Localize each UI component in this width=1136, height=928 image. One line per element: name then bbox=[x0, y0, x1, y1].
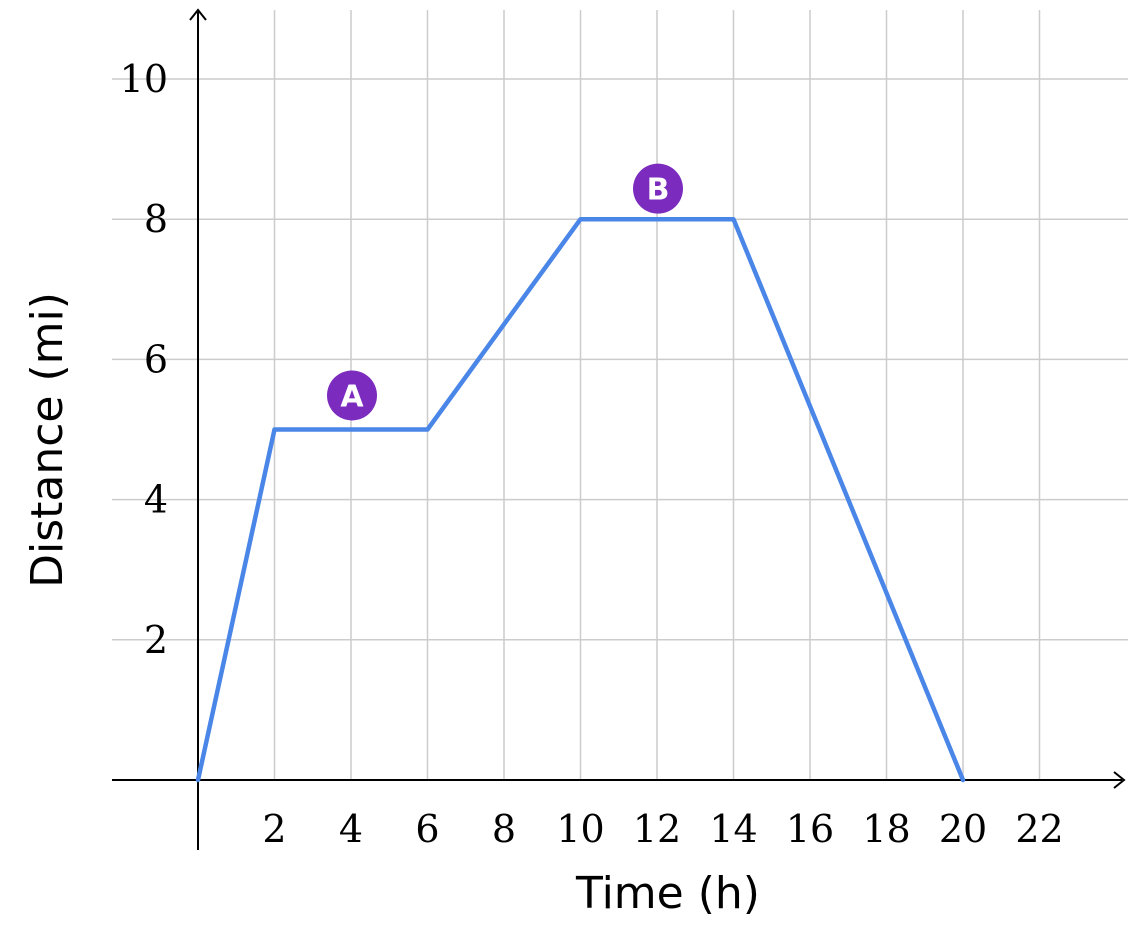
axes bbox=[112, 8, 1126, 850]
y-tick-label-6: 6 bbox=[144, 337, 168, 381]
x-tick-label-16: 16 bbox=[786, 807, 834, 851]
y-tick-label-2: 2 bbox=[144, 618, 168, 662]
x-tick-label-2: 2 bbox=[262, 807, 286, 851]
x-tick-label-6: 6 bbox=[415, 807, 439, 851]
y-tick-label-8: 8 bbox=[144, 197, 168, 241]
x-tick-label-8: 8 bbox=[492, 807, 516, 851]
y-axis-arrow bbox=[189, 8, 207, 21]
x-tick-label-18: 18 bbox=[862, 807, 910, 851]
y-tick-label-10: 10 bbox=[120, 57, 168, 101]
series-group bbox=[195, 216, 966, 783]
x-tick-labels: 2 4 6 8 10 12 14 16 18 20 22 bbox=[262, 807, 1063, 851]
series-line-0 bbox=[195, 216, 966, 783]
marker-b-label: B bbox=[647, 173, 670, 208]
x-tick-label-22: 22 bbox=[1015, 807, 1063, 851]
x-tick-label-20: 20 bbox=[939, 807, 987, 851]
x-axis-label: Time (h) bbox=[575, 868, 760, 919]
marker-a: A bbox=[327, 370, 377, 421]
y-tick-labels: 2 4 6 8 10 bbox=[120, 57, 168, 662]
x-tick-label-10: 10 bbox=[556, 807, 604, 851]
marker-a-label: A bbox=[340, 379, 364, 414]
x-tick-label-12: 12 bbox=[633, 807, 681, 851]
marker-b-circle bbox=[633, 163, 683, 214]
y-tick-label-4: 4 bbox=[144, 478, 168, 522]
marker-b: B bbox=[633, 163, 683, 214]
grid bbox=[112, 10, 1128, 780]
marker-a-circle bbox=[327, 370, 377, 421]
annotation-markers: AB bbox=[327, 163, 683, 421]
x-axis-arrow bbox=[1113, 771, 1126, 789]
x-tick-label-14: 14 bbox=[709, 807, 757, 851]
y-axis-label: Distance (mi) bbox=[22, 292, 73, 588]
x-tick-label-4: 4 bbox=[339, 807, 363, 851]
